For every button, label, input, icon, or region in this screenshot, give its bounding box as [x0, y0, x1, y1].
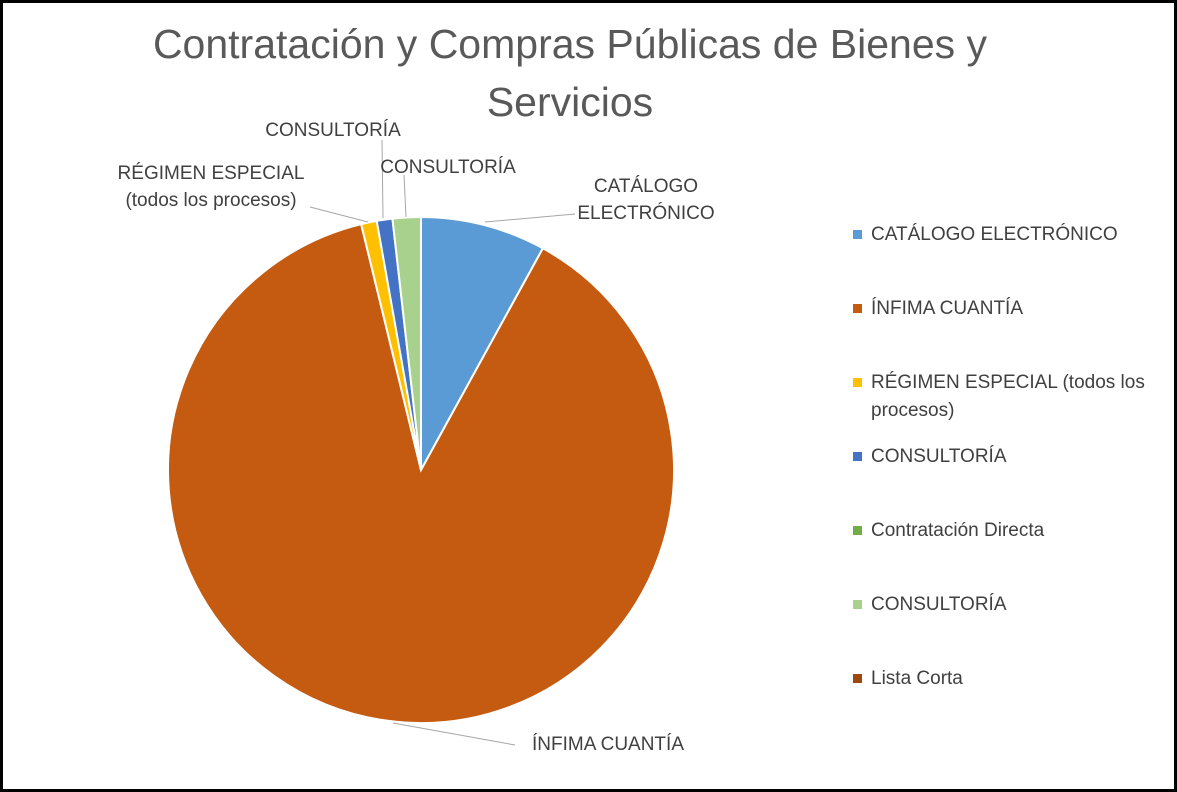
legend-swatch: [853, 674, 862, 683]
legend-item: Lista Corta: [853, 665, 1173, 693]
data-label: CATÁLOGO ELECTRÓNICO: [577, 176, 715, 224]
legend-label: CATÁLOGO ELECTRÓNICO: [871, 224, 1118, 245]
legend-swatch: [853, 452, 862, 461]
leader-line: [484, 213, 576, 223]
legend-item: RÉGIMEN ESPECIAL (todos los procesos): [853, 369, 1173, 425]
legend-swatch: [853, 600, 862, 609]
legend-item: CATÁLOGO ELECTRÓNICO: [853, 221, 1173, 249]
legend-label: CONSULTORÍA: [871, 594, 1007, 615]
legend-label: CONSULTORÍA: [871, 446, 1007, 467]
leader-line: [392, 722, 516, 746]
legend-swatch: [853, 230, 862, 239]
legend-swatch: [853, 526, 862, 535]
data-label: CONSULTORÍA: [265, 120, 401, 141]
pie-slice: [167, 222, 675, 724]
legend-item: Contratación Directa: [853, 517, 1173, 545]
pie-area: [167, 139, 675, 746]
legend-label: Contratación Directa: [871, 520, 1045, 541]
chart-title: Contratación y Compras Públicas de Biene…: [152, 21, 988, 125]
leader-line: [403, 174, 407, 218]
legend-item: CONSULTORÍA: [853, 443, 1173, 471]
legend-item: ÍNFIMA CUANTÍA: [853, 295, 1173, 323]
data-label: ÍNFIMA CUANTÍA: [531, 734, 684, 755]
legend-swatch: [853, 304, 862, 313]
leader-line: [309, 206, 369, 223]
pie-slice: [391, 215, 422, 471]
legend-item: CONSULTORÍA: [853, 591, 1173, 619]
legend-label: Lista Corta: [871, 668, 963, 689]
data-label: CONSULTORÍA: [380, 157, 516, 178]
pie-slice: [420, 215, 545, 471]
leader-line: [381, 139, 384, 219]
legend-label: RÉGIMEN ESPECIAL (todos los procesos): [871, 372, 1145, 421]
legend-label: ÍNFIMA CUANTÍA: [871, 298, 1024, 319]
data-label: RÉGIMEN ESPECIAL (todos los procesos): [117, 163, 305, 211]
legend-swatch: [853, 378, 862, 387]
